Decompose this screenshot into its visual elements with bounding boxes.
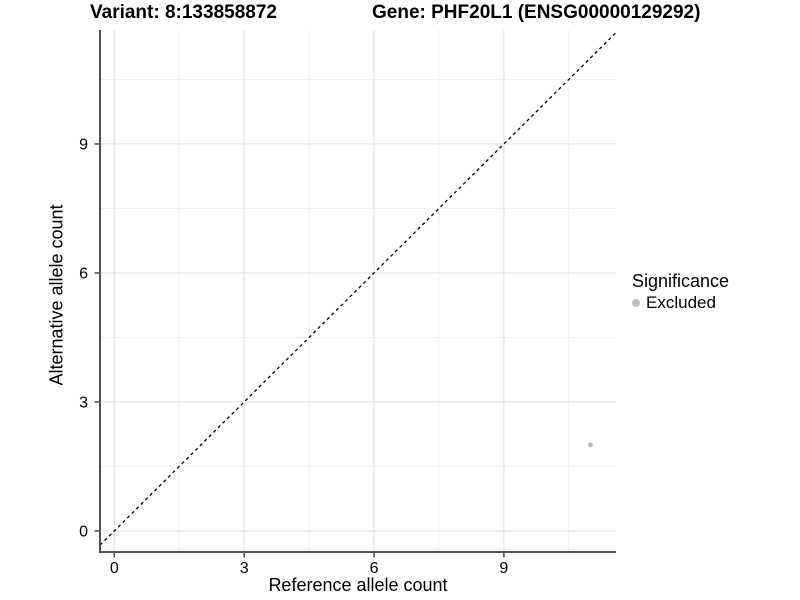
x-tick-label: 9 bbox=[499, 560, 508, 577]
plot-title-variant: Variant: 8:133858872 bbox=[90, 2, 277, 23]
x-axis-title: Reference allele count bbox=[268, 575, 448, 595]
legend-point-icon bbox=[632, 299, 640, 307]
x-tick-label: 6 bbox=[370, 560, 379, 577]
x-tick-label: 3 bbox=[240, 560, 249, 577]
x-tick-label: 0 bbox=[110, 560, 119, 577]
y-tick-label: 0 bbox=[79, 523, 88, 540]
legend-item-label: Excluded bbox=[646, 293, 716, 312]
plot-title-gene: Gene: PHF20L1 (ENSG00000129292) bbox=[372, 2, 701, 23]
y-tick-label: 6 bbox=[79, 265, 88, 282]
y-tick-label: 3 bbox=[79, 394, 88, 411]
y-tick-label: 9 bbox=[79, 136, 88, 153]
data-point bbox=[588, 442, 593, 448]
legend-title: Significance bbox=[632, 271, 730, 291]
legend: Significance Excluded bbox=[632, 271, 729, 313]
identity-line bbox=[99, 32, 617, 546]
legend-item-excluded: Excluded bbox=[632, 293, 729, 313]
y-axis-title: Alternative allele count bbox=[46, 204, 67, 386]
